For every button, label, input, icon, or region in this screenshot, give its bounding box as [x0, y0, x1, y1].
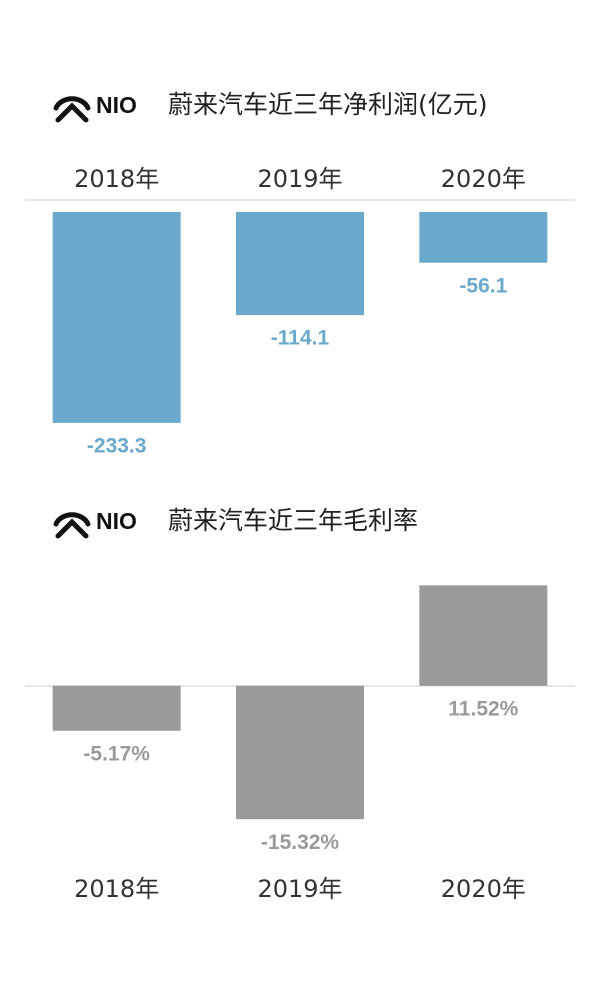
bar [236, 212, 364, 316]
bar [236, 685, 364, 820]
logo-chevron [55, 102, 89, 123]
x-tick-label: 2018年 [74, 165, 159, 193]
x-tick-label: 2019年 [257, 875, 342, 903]
logo-arc [53, 96, 91, 111]
x-tick-label: 2018年 [74, 875, 159, 903]
brand: NIO [96, 508, 137, 534]
bar [52, 685, 181, 731]
data-label: -114.1 [271, 327, 330, 350]
brand: NIO [96, 92, 137, 118]
data-label: -15.32% [261, 831, 340, 854]
data-label: -5.17% [83, 742, 150, 765]
logo-icon [53, 512, 91, 539]
data-label: 11.52% [448, 697, 518, 720]
data-label: -56.1 [459, 274, 507, 297]
bar [419, 585, 548, 686]
bar [52, 212, 181, 423]
x-tick-label: 2020年 [441, 165, 526, 193]
bar [419, 212, 548, 263]
chart-title: 蔚来汽车近三年毛利率 [168, 506, 418, 535]
chart-title: 蔚来汽车近三年净利润(亿元) [168, 90, 488, 119]
logo-chevron [55, 518, 89, 539]
data-label: -233.3 [87, 434, 147, 457]
logo-arc [53, 512, 91, 527]
x-tick-label: 2019年 [257, 165, 342, 193]
x-tick-label: 2020年 [441, 875, 526, 903]
logo-icon [53, 96, 91, 123]
